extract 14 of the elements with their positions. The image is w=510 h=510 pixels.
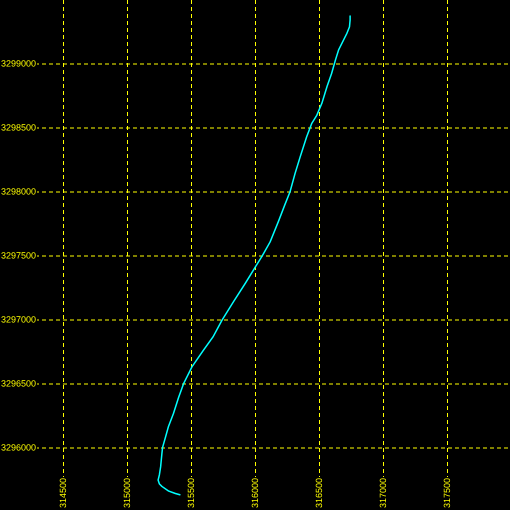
y-tick-label: 3298500 bbox=[1, 122, 36, 132]
y-tick-label: 3296000 bbox=[1, 442, 36, 453]
y-tick-label: 3296500 bbox=[1, 378, 36, 389]
x-tick-label: 317500 bbox=[442, 478, 452, 508]
x-tick-label: 316500 bbox=[314, 478, 324, 508]
x-tick-label: 314500 bbox=[58, 478, 68, 508]
x-tick-label: 316000 bbox=[250, 478, 260, 508]
x-tick-label: 317000 bbox=[378, 478, 388, 508]
y-tick-label: 3297500 bbox=[1, 250, 36, 261]
y-tick-label: 3298000 bbox=[1, 186, 36, 196]
y-tick-label: 3299000 bbox=[1, 58, 36, 68]
x-tick-label: 315000 bbox=[122, 478, 132, 508]
y-tick-label: 3297000 bbox=[1, 314, 36, 325]
x-tick-label: 315500 bbox=[186, 478, 196, 508]
